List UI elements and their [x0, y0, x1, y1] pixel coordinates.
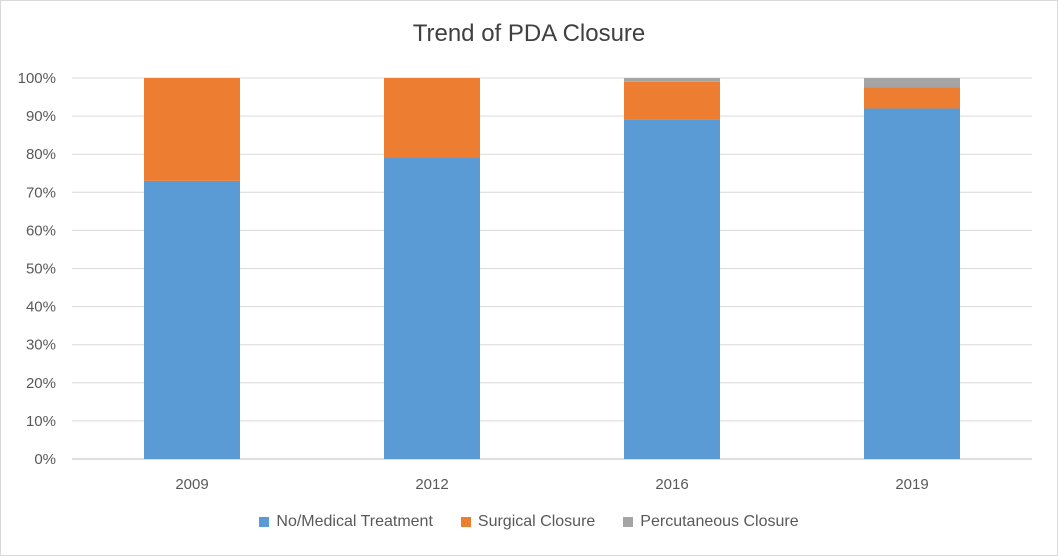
y-tick-label: 0% — [34, 451, 56, 468]
bar-segment-no-medical-treatment-2009 — [144, 180, 240, 459]
y-tick-label: 10% — [26, 413, 56, 430]
bar-segment-no-medical-treatment-2012 — [384, 158, 480, 459]
legend-label-surgical-closure: Surgical Closure — [477, 513, 596, 530]
bar-segment-surgical-closure-2012 — [384, 78, 480, 159]
bar-segment-percutaneous-closure-2019 — [864, 78, 960, 88]
y-tick-label: 90% — [26, 108, 56, 125]
y-tick-label: 70% — [26, 184, 56, 201]
bar-segment-surgical-closure-2016 — [624, 81, 720, 120]
y-tick-label: 20% — [26, 375, 56, 392]
chart-title: Trend of PDA Closure — [412, 20, 646, 47]
y-tick-label: 50% — [26, 261, 56, 278]
y-tick-label: 80% — [26, 146, 56, 163]
bar-segment-no-medical-treatment-2019 — [864, 108, 960, 459]
x-tick-label: 2016 — [655, 476, 688, 493]
y-tick-label: 60% — [26, 222, 56, 239]
y-tick-label: 30% — [26, 337, 56, 354]
bar-segment-surgical-closure-2019 — [864, 87, 960, 109]
y-tick-label: 40% — [26, 299, 56, 316]
legend: No/Medical Treatment Surgical Closure Pe… — [0, 513, 1058, 531]
legend-label-percutaneous-closure: Percutaneous Closure — [640, 513, 799, 530]
legend-swatch-surgical-closure — [460, 517, 471, 527]
x-tick-label: 2009 — [175, 476, 208, 493]
legend-label-no-medical-treatment: No/Medical Treatment — [276, 513, 433, 530]
x-tick-label: 2012 — [415, 476, 448, 493]
legend-item-surgical-closure: Surgical Closure — [460, 513, 596, 531]
legend-swatch-percutaneous-closure — [623, 517, 634, 527]
legend-swatch-no-medical-treatment — [259, 517, 270, 527]
y-tick-label: 100% — [18, 70, 56, 87]
legend-item-no-medical-treatment: No/Medical Treatment — [259, 513, 433, 531]
x-tick-label: 2019 — [895, 476, 928, 493]
legend-item-percutaneous-closure: Percutaneous Closure — [623, 513, 799, 531]
bar-segment-no-medical-treatment-2016 — [624, 119, 720, 459]
bar-segment-surgical-closure-2009 — [144, 78, 240, 181]
bar-segment-percutaneous-closure-2016 — [624, 78, 720, 82]
